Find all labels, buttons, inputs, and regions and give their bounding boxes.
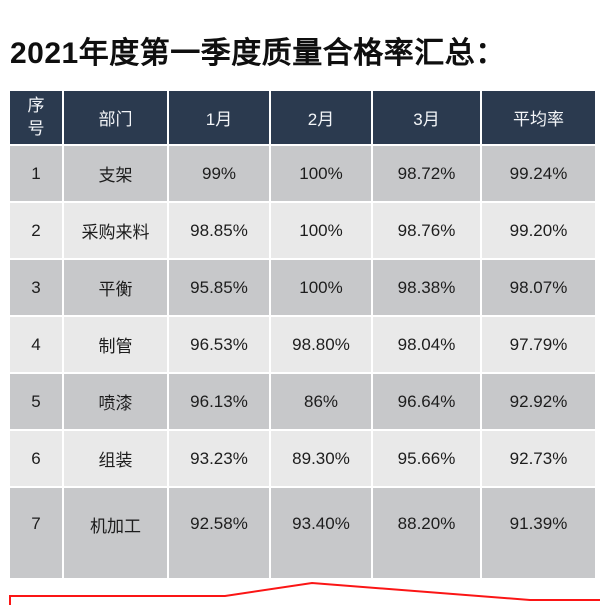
cell-m2: 93.40% xyxy=(271,488,371,578)
page-title: 2021年度第一季度质量合格率汇总： xyxy=(10,37,506,70)
column-header-label: 1月 xyxy=(205,110,233,129)
cell-m2: 98.80% xyxy=(271,317,371,372)
cell-no: 4 xyxy=(10,317,62,372)
table-row: 5 喷漆 96.13% 86% 96.64% 92.92% xyxy=(10,374,595,429)
cell-m3: 95.66% xyxy=(373,431,480,486)
cell-dept: 机加工 xyxy=(64,488,167,578)
cell-dept: 平衡 xyxy=(64,260,167,315)
table-header-row: 序号 部门 1月 2月 3月 平均率 xyxy=(10,91,595,144)
cell-no: 2 xyxy=(10,203,62,258)
cell-dept: 支架 xyxy=(64,146,167,201)
cell-m3: 88.20% xyxy=(373,488,480,578)
cell-avg: 99.24% xyxy=(482,146,595,201)
column-header-m2: 2月 xyxy=(271,91,371,144)
cell-no: 7 xyxy=(10,488,62,578)
cell-m2: 89.30% xyxy=(271,431,371,486)
cell-no: 1 xyxy=(10,146,62,201)
table-row: 7 机加工 92.58% 93.40% 88.20% 91.39% xyxy=(10,488,595,578)
cell-m1: 99% xyxy=(169,146,269,201)
column-header-m3: 3月 xyxy=(373,91,480,144)
cell-m2: 100% xyxy=(271,260,371,315)
table-row: 2 采购来料 98.85% 100% 98.76% 99.20% xyxy=(10,203,595,258)
cell-m2: 100% xyxy=(271,203,371,258)
cell-no: 6 xyxy=(10,431,62,486)
table-row: 4 制管 96.53% 98.80% 98.04% 97.79% xyxy=(10,317,595,372)
cell-m3: 98.76% xyxy=(373,203,480,258)
cell-m2: 100% xyxy=(271,146,371,201)
cell-m1: 95.85% xyxy=(169,260,269,315)
cell-avg: 98.07% xyxy=(482,260,595,315)
cell-dept: 制管 xyxy=(64,317,167,372)
column-header-m1: 1月 xyxy=(169,91,269,144)
cell-no: 5 xyxy=(10,374,62,429)
table-row: 1 支架 99% 100% 98.72% 99.24% xyxy=(10,146,595,201)
cell-m3: 96.64% xyxy=(373,374,480,429)
cell-m1: 98.85% xyxy=(169,203,269,258)
column-header-label: 部门 xyxy=(98,110,133,129)
column-header-label: 2月 xyxy=(307,110,335,129)
cell-no: 3 xyxy=(10,260,62,315)
cell-avg: 91.39% xyxy=(482,488,595,578)
cell-m1: 93.23% xyxy=(169,431,269,486)
column-header-label: 平均率 xyxy=(513,110,564,129)
table-body: 1 支架 99% 100% 98.72% 99.24% 2 采购来料 98.85% 100% 98.… xyxy=(10,146,595,578)
cell-avg: 92.92% xyxy=(482,374,595,429)
cell-dept: 喷漆 xyxy=(64,374,167,429)
column-header-label: 3月 xyxy=(413,110,440,129)
quality-summary-table: 序号 部门 1月 2月 3月 平均率 1 支架 99% 100% 98.72% 99.24% 2 采购来… xyxy=(8,89,597,580)
cell-dept: 组装 xyxy=(64,431,167,486)
cell-avg: 92.73% xyxy=(482,431,595,486)
table-row: 6 组装 93.23% 89.30% 95.66% 92.73% xyxy=(10,431,595,486)
cell-avg: 97.79% xyxy=(482,317,595,372)
cell-m1: 92.58% xyxy=(169,488,269,578)
page: 2021年度第一季度质量合格率汇总： 序号 部门 1月 2月 3月 平均率 1 支架 99% 1… xyxy=(0,34,600,605)
column-header-avg: 平均率 xyxy=(482,91,595,144)
cell-m1: 96.53% xyxy=(169,317,269,372)
cell-m3: 98.38% xyxy=(373,260,480,315)
callout-outline xyxy=(9,581,600,605)
cell-m3: 98.04% xyxy=(373,317,480,372)
table-row: 3 平衡 95.85% 100% 98.38% 98.07% xyxy=(10,260,595,315)
column-header-label: 序号 xyxy=(27,95,45,138)
cell-m2: 86% xyxy=(271,374,371,429)
table-head: 序号 部门 1月 2月 3月 平均率 xyxy=(10,91,595,144)
cell-dept: 采购来料 xyxy=(64,203,167,258)
cell-m1: 96.13% xyxy=(169,374,269,429)
column-header-no: 序号 xyxy=(10,91,62,144)
cell-m3: 98.72% xyxy=(373,146,480,201)
cell-avg: 99.20% xyxy=(482,203,595,258)
column-header-dept: 部门 xyxy=(64,91,167,144)
